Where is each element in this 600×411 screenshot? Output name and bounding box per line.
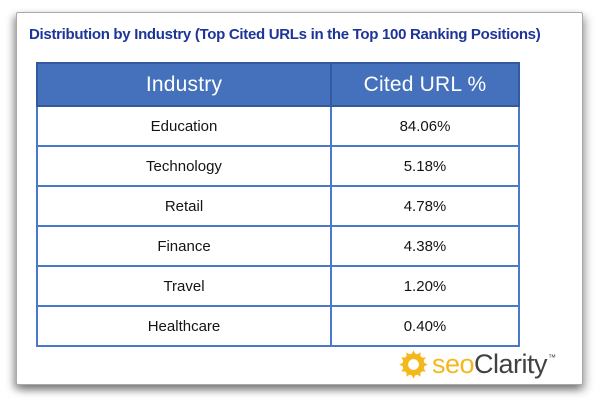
industry-cell: Education <box>36 105 332 147</box>
logo-clarity-text: Clarity <box>473 349 548 379</box>
table-row: Finance 4.38% <box>36 225 520 267</box>
sunburst-gear-icon <box>399 350 428 379</box>
table-header: Industry Cited URL % <box>36 62 520 107</box>
seoclarity-logo: seo Clarity ™ <box>398 349 556 380</box>
industry-cell: Technology <box>36 145 332 187</box>
industry-table: Industry Cited URL % Education 84.06% Tech… <box>36 62 520 347</box>
industry-cell: Finance <box>36 225 332 267</box>
cited-url-cell: 1.20% <box>330 265 520 307</box>
table-row: Travel 1.20% <box>36 265 520 307</box>
cited-url-cell: 0.40% <box>330 305 520 347</box>
industry-cell: Travel <box>36 265 332 307</box>
cited-url-cell: 84.06% <box>330 105 520 147</box>
page-title: Distribution by Industry (Top Cited URLs… <box>29 26 541 43</box>
content-card: Distribution by Industry (Top Cited URLs… <box>16 12 583 385</box>
cited-url-cell: 4.78% <box>330 185 520 227</box>
industry-column-header: Industry <box>36 62 332 107</box>
industry-cell: Retail <box>36 185 332 227</box>
table-row: Healthcare 0.40% <box>36 305 520 347</box>
table-body: Education 84.06% Technology 5.18% Retail 4.78… <box>36 105 520 347</box>
cited-url-cell: 5.18% <box>330 145 520 187</box>
header-row: Industry Cited URL % <box>36 62 520 107</box>
table-row: Retail 4.78% <box>36 185 520 227</box>
logo-trademark: ™ <box>548 353 556 362</box>
cited-url-column-header: Cited URL % <box>330 62 520 107</box>
table-row: Technology 5.18% <box>36 145 520 187</box>
cited-url-cell: 4.38% <box>330 225 520 267</box>
table-row: Education 84.06% <box>36 105 520 147</box>
industry-cell: Healthcare <box>36 305 332 347</box>
logo-seo-text: seo <box>431 349 475 379</box>
